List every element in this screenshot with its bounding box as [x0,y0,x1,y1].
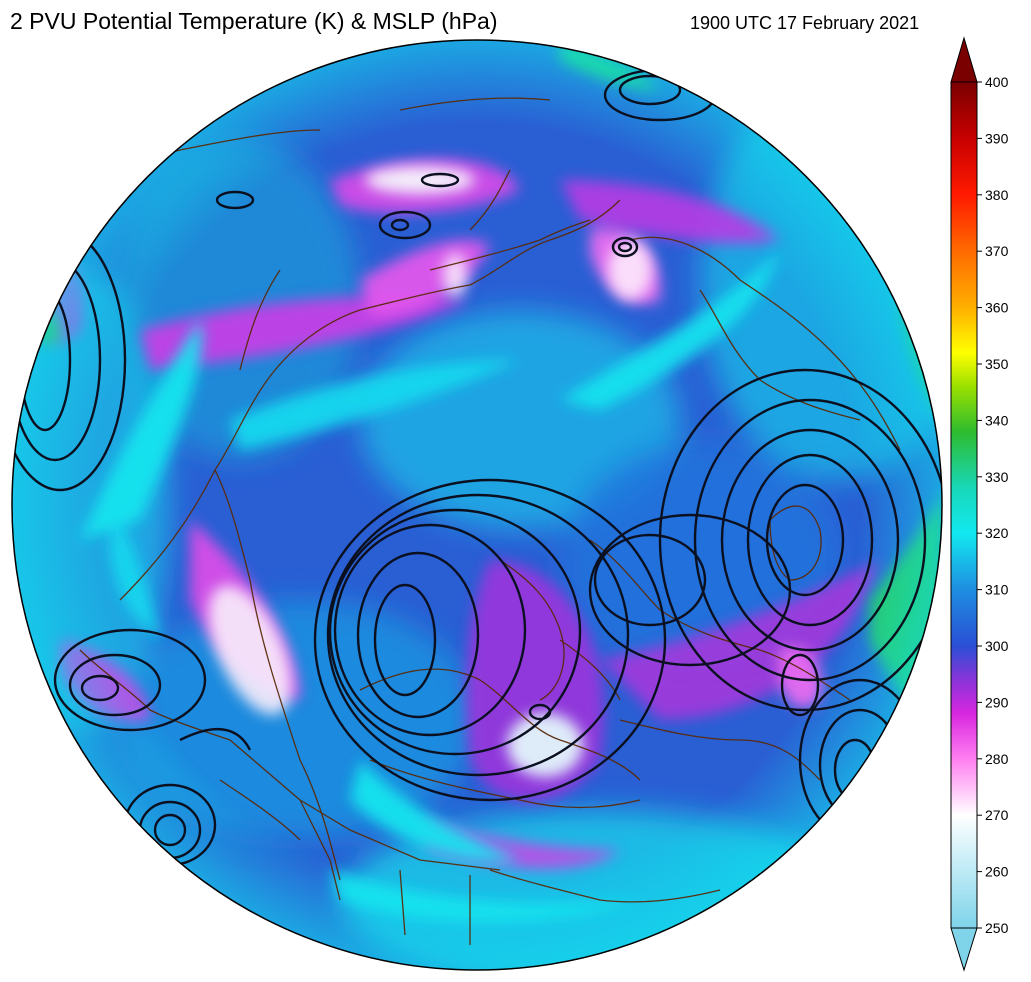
disk-edge-shade [12,40,942,970]
colorbar-tick-label: 390 [985,130,1009,146]
colorbar-tick-label: 280 [985,751,1009,767]
map-boundary [11,39,943,971]
colorbar-tick-label: 330 [985,469,1009,485]
colorbar-tick-label: 380 [985,187,1009,203]
map-title: 2 PVU Potential Temperature (K) & MSLP (… [10,8,498,34]
colorbar-tick-label: 350 [985,356,1009,372]
polar-map [11,39,943,971]
colorbar-extend-top [950,36,978,83]
colorbar-tick-label: 260 [985,864,1009,880]
colorbar: 400 390 380 370 360 350 340 330 320 310 300 290 280 2… [950,36,1009,972]
potential-temperature-field [12,40,942,970]
colorbar-gradient [950,81,978,929]
colorbar-tick-label: 360 [985,300,1009,316]
colorbar-tick-label: 250 [985,920,1009,936]
colorbar-tick-label: 320 [985,525,1009,541]
colorbar-tick-label: 270 [985,807,1009,823]
colorbar-tick-label: 400 [985,74,1009,90]
colorbar-tick-label: 370 [985,243,1009,259]
colorbar-ticks: 400 390 380 370 360 350 340 330 320 310 300 290 280 2… [977,74,1009,936]
colorbar-tick-label: 300 [985,638,1009,654]
colorbar-extend-bottom [950,927,978,972]
colorbar-tick-label: 340 [985,412,1009,428]
valid-time: 1900 UTC 17 February 2021 [690,13,920,33]
colorbar-tick-label: 290 [985,694,1009,710]
colorbar-tick-label: 310 [985,582,1009,598]
